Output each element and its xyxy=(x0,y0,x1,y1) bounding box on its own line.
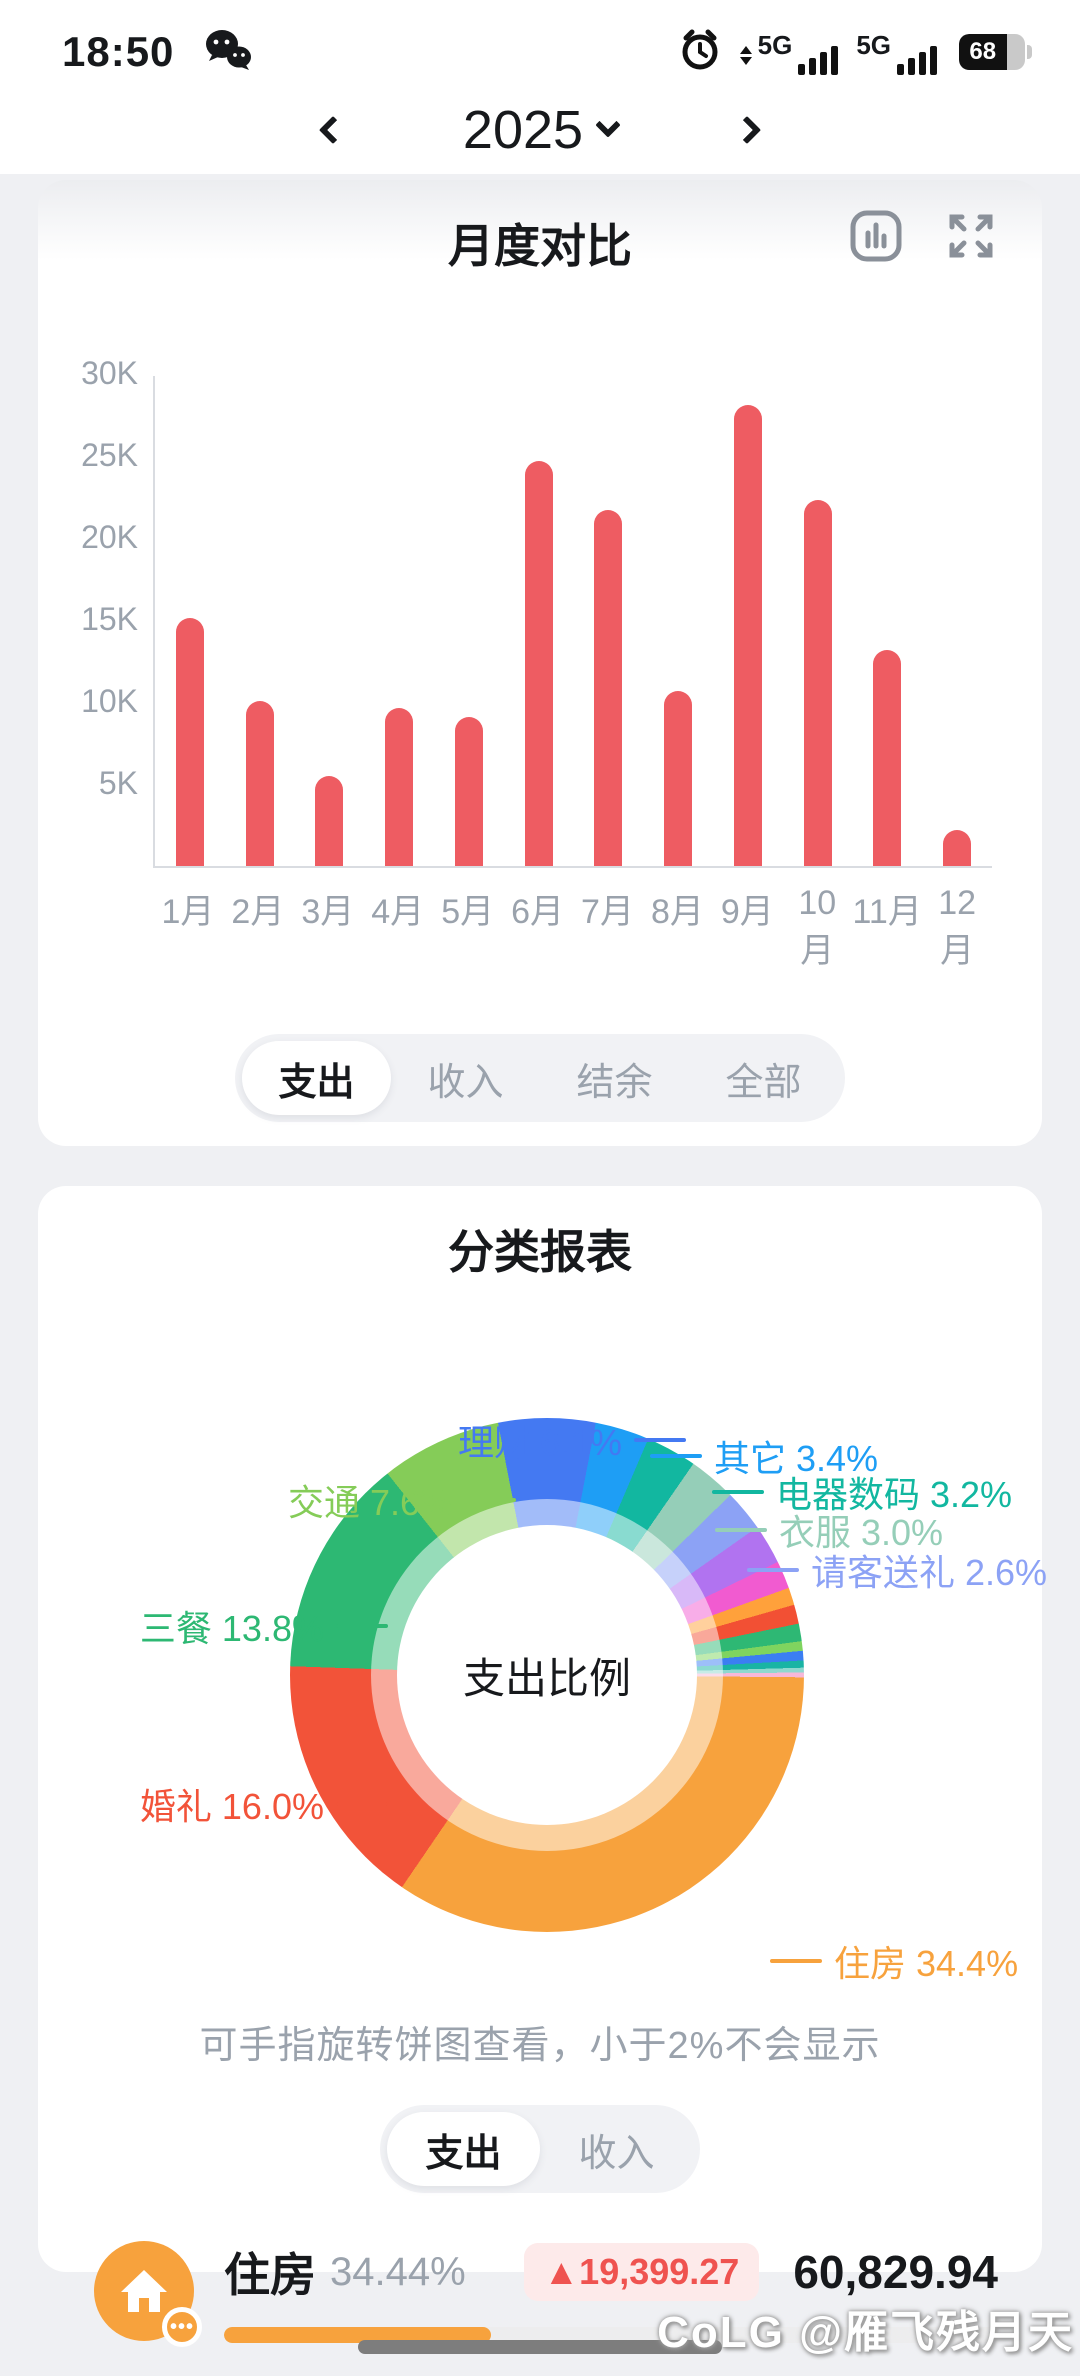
pie-chart: 支出比例 理财 6.1% 交通 7.6% 三餐 13.8% 婚礼 16.0% 其… xyxy=(38,1252,1047,1996)
y-tick: 10K xyxy=(81,683,138,719)
signal-bars-icon xyxy=(798,45,839,75)
bar-8月[interactable] xyxy=(643,376,713,866)
bar-9月[interactable] xyxy=(713,376,783,866)
alarm-icon xyxy=(678,28,722,77)
pie-label-qingkesongli: 请客送礼 2.6% xyxy=(747,1544,1047,1596)
x-tick: 11月 xyxy=(852,893,922,931)
year-label: 2025 xyxy=(462,100,584,160)
bar-plot xyxy=(153,376,992,868)
signal-5g-sim2: 5G xyxy=(856,30,937,75)
y-tick: 15K xyxy=(81,601,138,637)
category-amount: 60,829.94 xyxy=(793,2246,998,2298)
pie-label-yifu: 衣服 3.0% xyxy=(715,1504,943,1556)
fullscreen-icon[interactable] xyxy=(944,209,998,268)
category-progress-track xyxy=(224,2327,998,2343)
tab-expense[interactable]: 支出 xyxy=(387,2112,540,2186)
x-tick: 1月 xyxy=(161,893,215,931)
prev-year-button[interactable] xyxy=(318,115,348,145)
x-tick: 8月 xyxy=(650,893,704,931)
bar-10月[interactable] xyxy=(783,376,853,866)
wechat-icon xyxy=(202,27,254,78)
x-tick: 7月 xyxy=(581,893,634,931)
category-report-card: 分类报表 支出比例 理财 6.1% 交通 7.6% 三餐 13.8% 婚礼 16… xyxy=(38,1186,1047,2347)
x-tick: 3月 xyxy=(301,893,355,931)
category-name: 住房 xyxy=(224,2249,316,2301)
bar-5月[interactable] xyxy=(434,376,504,866)
signal-5g-sim1: 5G xyxy=(739,30,839,75)
chevron-down-icon xyxy=(595,112,621,138)
watermark: CoLG @雁飞残月天 xyxy=(657,2308,1074,2357)
bar-chart: 5K 10K 15K 20K 25K 30K 1月 2月 3月 4月 5月 6月 7月 8月 9… xyxy=(78,355,992,972)
tab-balance[interactable]: 结余 xyxy=(576,1061,653,1104)
pie-label-qita: 其它 3.4% xyxy=(650,1430,878,1482)
y-tick: 25K xyxy=(81,437,138,473)
tab-expense[interactable]: 支出 xyxy=(242,1041,391,1115)
more-badge-icon: ••• xyxy=(162,2307,202,2347)
y-tick: 30K xyxy=(81,355,138,391)
year-navigator: 2025 xyxy=(0,94,1080,174)
x-tick: 4月 xyxy=(371,893,425,931)
battery-percent: 68 xyxy=(969,38,997,65)
home-indicator[interactable] xyxy=(358,2340,722,2354)
delta-badge: ▲19,399.27 xyxy=(523,2243,760,2301)
bar-11月[interactable] xyxy=(853,376,923,866)
y-tick: 20K xyxy=(81,519,138,555)
next-year-button[interactable] xyxy=(732,115,762,145)
bar-6月[interactable] xyxy=(504,376,574,866)
data-arrows-icon xyxy=(739,45,752,65)
category-percent: 34.44% xyxy=(330,2249,466,2294)
monthly-tab-group: 支出 收入 结余 全部 xyxy=(235,1034,845,1122)
x-tick: 6月 xyxy=(511,893,565,931)
tab-all[interactable]: 全部 xyxy=(725,1061,802,1104)
pie-label-licai: 理财 6.1% xyxy=(38,1414,686,1466)
x-tick: 12月 xyxy=(938,884,977,970)
donut[interactable]: 支出比例 xyxy=(290,1418,804,1932)
clock-time: 18:50 xyxy=(62,28,175,75)
pie-label-hunli: 婚礼 16.0% xyxy=(38,1778,388,1830)
bar-7月[interactable] xyxy=(574,376,644,866)
signal-bars-icon xyxy=(897,45,937,75)
battery-icon: 68 xyxy=(959,34,1025,70)
card-title: 分类报表 xyxy=(448,1226,632,1278)
bar-4月[interactable] xyxy=(364,376,434,866)
status-bar: 18:50 5G xyxy=(0,0,1080,94)
bar-2月[interactable] xyxy=(225,376,295,866)
tab-income[interactable]: 收入 xyxy=(578,2132,655,2175)
y-tick: 5K xyxy=(98,765,138,801)
year-dropdown[interactable]: 2025 xyxy=(462,99,621,161)
pie-hint-text: 可手指旋转饼图查看，小于2%不会显示 xyxy=(199,2025,881,2067)
x-tick: 10月 xyxy=(798,884,837,970)
category-tab-group: 支出 收入 xyxy=(380,2105,700,2193)
category-progress-fill xyxy=(224,2327,491,2343)
tab-income[interactable]: 收入 xyxy=(427,1061,504,1104)
monthly-compare-card: 月度对比 5K 10K xyxy=(38,180,1042,1146)
card-title: 月度对比 xyxy=(448,220,632,272)
chart-type-icon[interactable] xyxy=(848,208,904,269)
x-tick: 2月 xyxy=(231,893,285,931)
bar-1月[interactable] xyxy=(155,376,225,866)
bar-12月[interactable] xyxy=(922,376,992,866)
x-axis-labels: 1月 2月 3月 4月 5月 6月 7月 8月 9月 10月 11月 12月 xyxy=(153,868,992,972)
category-list-item[interactable]: ••• 住房 34.44% ▲19,399.27 60,829.94 xyxy=(38,2193,1042,2347)
pie-label-zhufang: 住房 34.4% xyxy=(770,1935,1018,1987)
pie-label-jiaotong: 交通 7.6% xyxy=(38,1474,516,1526)
pie-label-dianqishuma: 电器数码 3.2% xyxy=(712,1466,1012,1518)
pie-label-sancan: 三餐 13.8% xyxy=(38,1600,388,1652)
x-tick: 9月 xyxy=(720,893,774,931)
bar-3月[interactable] xyxy=(295,376,365,866)
donut-center-label: 支出比例 xyxy=(462,1654,631,1702)
top-header: 18:50 5G xyxy=(0,0,1080,174)
y-axis: 5K 10K 15K 20K 25K 30K xyxy=(78,355,148,868)
x-tick: 5月 xyxy=(441,893,495,931)
